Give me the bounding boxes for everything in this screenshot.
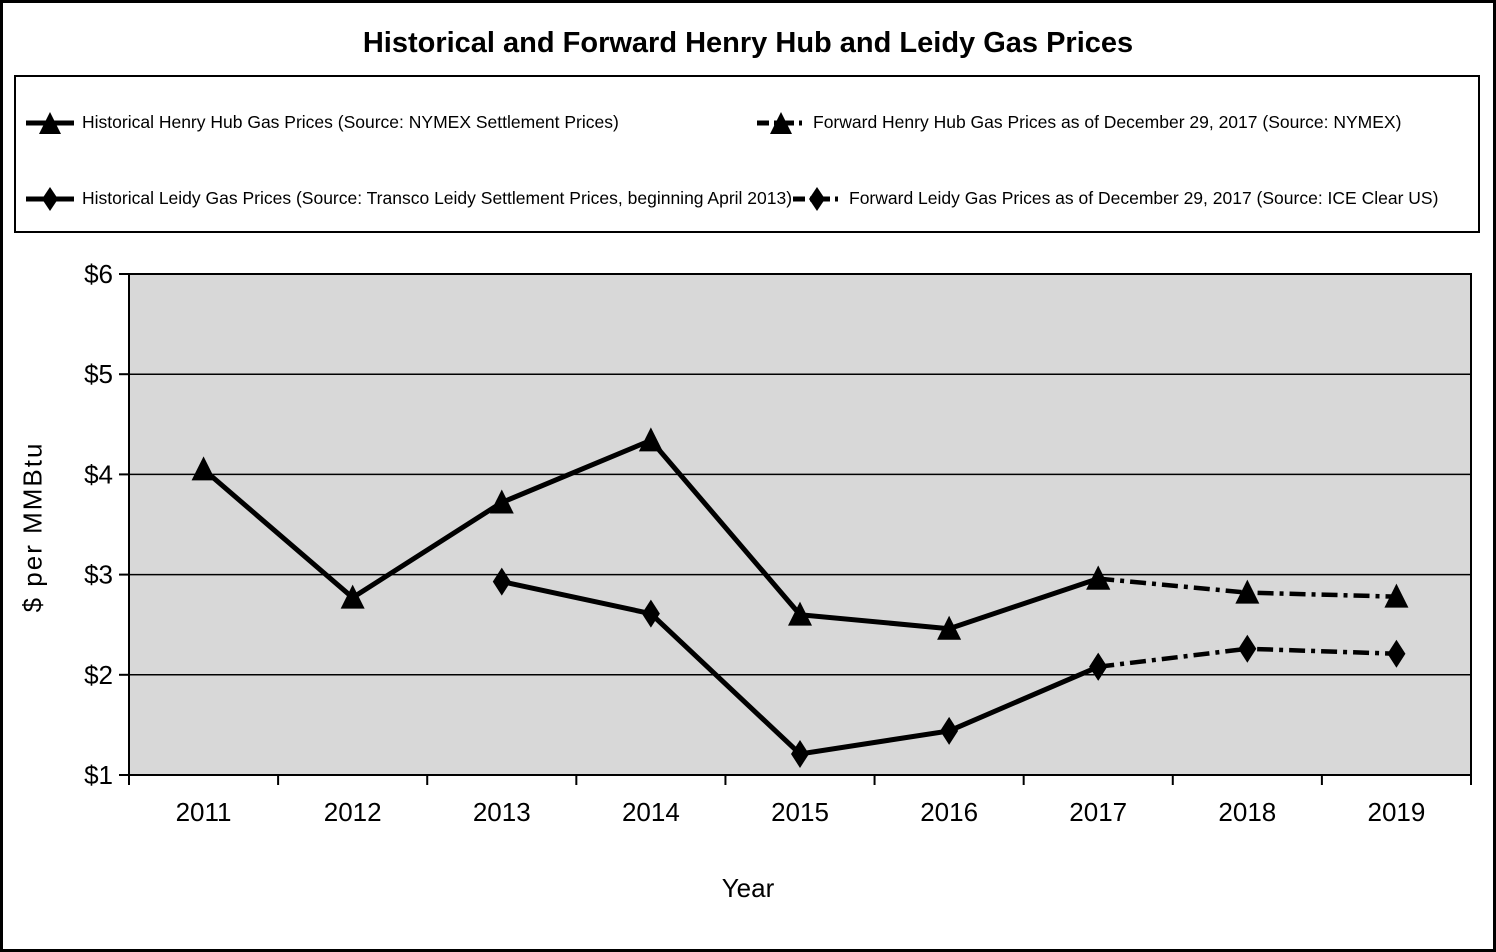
legend-box: Historical Henry Hub Gas Prices (Source:… xyxy=(14,75,1480,233)
data-point-diamond xyxy=(1238,634,1257,663)
series-line-dash-dot-triangle xyxy=(1098,576,1397,599)
legend-entry-forward-henry-hub: Forward Henry Hub Gas Prices as of Decem… xyxy=(757,109,1401,136)
x-tick-label: 2011 xyxy=(176,797,232,827)
dash-dot-line-diamond-marker-icon xyxy=(793,187,841,211)
data-point-triangle xyxy=(638,427,663,452)
data-point-triangle xyxy=(937,615,962,640)
x-tick-label: 2013 xyxy=(473,797,531,827)
data-point-diamond xyxy=(940,716,959,745)
legend-label: Forward Henry Hub Gas Prices as of Decem… xyxy=(813,112,1402,132)
legend-entry-historical-henry-hub: Historical Henry Hub Gas Prices (Source:… xyxy=(26,109,619,136)
data-point-diamond xyxy=(492,567,511,596)
chart-title: Historical and Forward Henry Hub and Lei… xyxy=(362,27,1134,59)
data-point-triangle xyxy=(340,584,365,609)
x-tick-label: 2014 xyxy=(622,797,680,827)
y-tick-label: $1 xyxy=(84,760,113,790)
solid-line-diamond-marker-icon xyxy=(26,187,74,211)
legend-label: Historical Henry Hub Gas Prices (Source:… xyxy=(82,112,619,132)
x-tick-label: 2016 xyxy=(920,797,978,827)
x-tick-label: 2012 xyxy=(324,797,382,827)
data-point-triangle xyxy=(1235,579,1260,604)
data-point-triangle xyxy=(489,489,514,514)
legend-entry-historical-leidy: Historical Leidy Gas Prices (Source: Tra… xyxy=(26,185,792,212)
y-tick-label: $4 xyxy=(84,459,113,489)
data-point-triangle xyxy=(1384,583,1409,608)
y-tick-label: $2 xyxy=(84,660,113,690)
plot-area xyxy=(128,273,1472,776)
data-point-triangle xyxy=(191,456,216,481)
y-tick-label: $5 xyxy=(84,359,113,389)
data-point-diamond xyxy=(791,739,809,768)
data-point-diamond xyxy=(1387,639,1406,668)
x-tick-label: 2019 xyxy=(1368,797,1426,827)
solid-line-triangle-marker-icon xyxy=(26,112,74,134)
y-tick-label: $6 xyxy=(84,259,113,289)
x-tick-label: 2017 xyxy=(1069,797,1127,827)
dash-dot-line-triangle-marker-icon xyxy=(757,112,805,134)
legend-entry-forward-leidy: Forward Leidy Gas Prices as of December … xyxy=(793,185,1438,212)
x-tick-label: 2018 xyxy=(1218,797,1276,827)
data-point-triangle xyxy=(788,601,812,626)
price-line-chart: $6 $5 $4 $3 $2 $1 2011 2012 2013 2014 2015 2016 2017… xyxy=(84,259,1472,827)
legend-label: Forward Leidy Gas Prices as of December … xyxy=(849,188,1439,208)
y-tick-label: $3 xyxy=(84,560,113,590)
data-point-triangle xyxy=(1086,565,1111,590)
x-tick-label: 2015 xyxy=(771,797,829,827)
data-point-diamond xyxy=(1089,652,1108,681)
legend-label: Historical Leidy Gas Prices (Source: Tra… xyxy=(82,188,793,208)
x-axis-title: Year xyxy=(721,873,775,903)
data-point-diamond xyxy=(641,599,660,628)
